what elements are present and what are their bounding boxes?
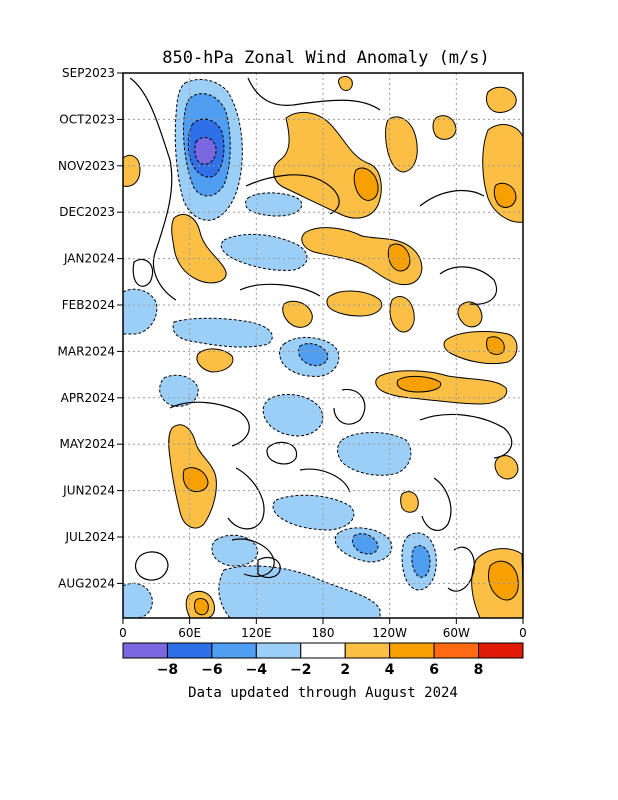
westerly-region-aug-2024-far-east-core bbox=[487, 560, 519, 601]
easterly-region-core-3 bbox=[194, 136, 217, 165]
westerly-region-feb-2024-a bbox=[326, 290, 383, 317]
y-tick-label: MAR2024 bbox=[58, 344, 115, 358]
colorbar-label: 6 bbox=[429, 662, 439, 678]
colorbar-swatch bbox=[122, 642, 168, 659]
y-tick-label: JAN2024 bbox=[63, 252, 115, 266]
grid-lines bbox=[123, 73, 523, 618]
chart-title: 850-hPa Zonal Wind Anomaly (m/s) bbox=[162, 48, 490, 68]
contour-lines bbox=[129, 77, 513, 592]
contour-line bbox=[419, 413, 513, 459]
easterly-region-jun-2024-band bbox=[272, 494, 355, 531]
colorbar-swatch bbox=[344, 642, 391, 659]
colorbar-label: 4 bbox=[385, 662, 395, 678]
anomaly-shading bbox=[123, 75, 523, 618]
westerly-region-nov-2023-west bbox=[123, 154, 141, 187]
contour-line bbox=[247, 77, 381, 111]
data-updated-note: Data updated through August 2024 bbox=[188, 685, 458, 701]
westerly-region-jan-2024 bbox=[301, 227, 423, 286]
x-tick-label: 0 bbox=[519, 626, 527, 640]
x-tick-label: 60E bbox=[178, 626, 201, 640]
westerly-region-nov-far-east-core bbox=[493, 182, 517, 208]
easterly-region-aug-2024-band bbox=[218, 565, 381, 618]
y-axis: SEP2023 OCT2023 NOV2023 DEC2023 JAN2024 FEB20… bbox=[58, 66, 123, 590]
easterly-region-feb-2024-west bbox=[123, 288, 158, 335]
contour-line bbox=[227, 467, 265, 530]
colorbar-label: 8 bbox=[474, 662, 484, 678]
contour-line bbox=[231, 538, 275, 577]
westerly-region-may-2024-east bbox=[494, 455, 519, 480]
colorbar-label: −8 bbox=[157, 662, 178, 678]
x-tick-label: 0 bbox=[119, 626, 127, 640]
y-tick-label: NOV2023 bbox=[58, 159, 115, 173]
colorbar-swatch bbox=[478, 642, 524, 659]
contour-line bbox=[129, 77, 177, 301]
colorbar-label: −4 bbox=[246, 662, 268, 678]
easterly-region-apr-2024-a bbox=[262, 393, 324, 437]
x-tick-label: 120W bbox=[372, 626, 407, 640]
colorbar-swatch bbox=[166, 642, 213, 659]
westerly-region-aug-2024-60e-core bbox=[194, 597, 209, 616]
y-tick-label: MAY2024 bbox=[60, 437, 116, 451]
y-tick-label: JUL2024 bbox=[64, 530, 115, 544]
x-tick-label: 60W bbox=[443, 626, 470, 640]
colorbar-label: −2 bbox=[290, 662, 311, 678]
westerly-region-oct-dec-core bbox=[353, 167, 379, 201]
easterly-region-apr-2024-west bbox=[159, 374, 199, 407]
westerly-region-nov-2023-a bbox=[432, 115, 457, 140]
y-tick-label: AUG2024 bbox=[58, 576, 115, 590]
contour-line bbox=[421, 477, 452, 532]
westerly-region-jun-2024-a bbox=[400, 491, 419, 513]
contour-line bbox=[245, 174, 340, 215]
westerly-region-oct-dec-east bbox=[273, 111, 382, 219]
contour-line bbox=[447, 546, 475, 592]
colorbar-swatch bbox=[300, 642, 346, 659]
easterly-region-feb-mar-2024-band bbox=[172, 317, 273, 348]
westerly-region-jan-2024-core bbox=[387, 243, 411, 272]
x-tick-label: 120E bbox=[241, 626, 272, 640]
contour-line bbox=[134, 551, 169, 581]
westerly-region-sep-2023-small bbox=[338, 75, 353, 91]
y-tick-label: OCT2023 bbox=[59, 112, 115, 126]
y-tick-label: FEB2024 bbox=[62, 298, 115, 312]
westerly-region-apr-2024-core bbox=[396, 375, 442, 393]
easterly-region-jul-2024-core bbox=[351, 533, 379, 555]
colorbar-swatch bbox=[433, 642, 480, 659]
contour-line bbox=[333, 388, 366, 425]
x-tick-label: 180 bbox=[312, 626, 335, 640]
easterly-region-jan-2024-a bbox=[220, 233, 308, 271]
colorbar-label: −6 bbox=[201, 662, 222, 678]
y-tick-label: SEP2023 bbox=[62, 66, 115, 80]
westerly-region-mar-2024-core bbox=[486, 336, 505, 355]
contour-line bbox=[132, 258, 154, 287]
colorbar: −8 −6 −4 −2 2 4 6 8 bbox=[122, 642, 524, 678]
westerly-region-dec-2023-60e bbox=[171, 214, 227, 284]
easterly-region-may-jun-2024 bbox=[337, 432, 412, 476]
y-tick-label: JUN2024 bbox=[62, 484, 115, 498]
y-tick-label: DEC2023 bbox=[59, 205, 115, 219]
westerly-region-sep-2023 bbox=[485, 86, 517, 113]
x-axis: 0 60E 120E 180 120W 60W 0 bbox=[119, 618, 527, 640]
easterly-region-jul-aug-2024-core bbox=[411, 545, 431, 578]
contour-line bbox=[419, 189, 485, 207]
plot-area bbox=[123, 73, 523, 618]
easterly-region-dec-2023-a bbox=[245, 192, 303, 217]
contour-line bbox=[257, 557, 281, 579]
easterly-region-mar-2024-core bbox=[297, 343, 329, 367]
colorbar-swatch bbox=[255, 642, 302, 659]
y-tick-label: APR2024 bbox=[61, 391, 115, 405]
contour-line bbox=[299, 468, 351, 493]
colorbar-swatch bbox=[389, 642, 435, 659]
contour-line bbox=[439, 266, 498, 305]
contour-line bbox=[169, 401, 250, 447]
colorbar-label: 2 bbox=[340, 662, 350, 678]
colorbar-swatch bbox=[211, 642, 257, 659]
westerly-region-feb-2024-b bbox=[282, 300, 313, 328]
westerly-region-mar-2024-60e bbox=[196, 348, 234, 373]
contour-line bbox=[239, 283, 321, 297]
westerly-region-feb-2024-far-east bbox=[457, 301, 483, 328]
westerly-region-oct-2023 bbox=[385, 116, 418, 173]
easterly-region-jul-2024-west bbox=[211, 534, 258, 567]
